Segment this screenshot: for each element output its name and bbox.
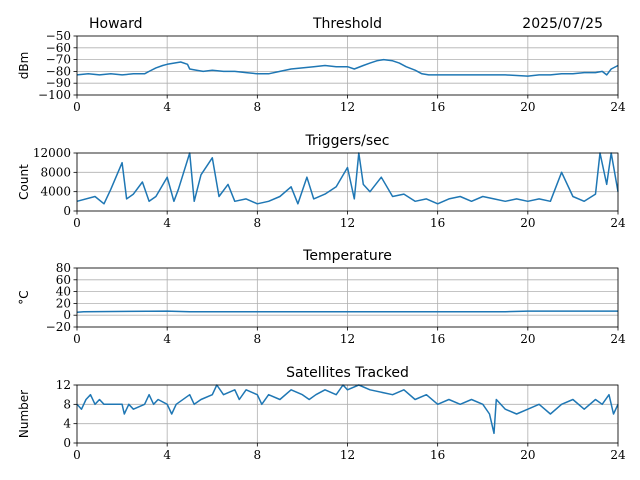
x-tick-label: 16 xyxy=(430,332,445,346)
x-tick-label: 16 xyxy=(430,216,445,230)
y-tick-label: 0 xyxy=(63,436,71,450)
y-tick-label: −60 xyxy=(46,41,71,55)
chart-panel-1: 0 4 8 12 16 20 24 −50−60−70−80−90−100 Threshold d… xyxy=(17,16,626,114)
y-axis-label: °C xyxy=(17,290,31,304)
station-name: Howard xyxy=(89,16,143,32)
report-date: 2025/07/25 xyxy=(522,16,603,32)
y-tick-label: 0 xyxy=(63,204,71,218)
chart-panel-2: 0 4 8 12 16 20 24 0 4000 8000 12000 Triggers/sec Cou… xyxy=(17,133,626,230)
x-tick-label: 24 xyxy=(610,448,626,462)
series-line xyxy=(76,384,619,435)
x-tick-label: 12 xyxy=(340,100,355,114)
x-tick-label: 24 xyxy=(610,332,626,346)
x-tick-label: 12 xyxy=(340,448,355,462)
x-tick-label: 0 xyxy=(73,448,81,462)
chart-panels: 0 4 8 12 16 20 24 −50−60−70−80−90−100 Threshold d… xyxy=(17,16,626,462)
y-tick-label: 80 xyxy=(56,261,71,275)
y-tick-label: −50 xyxy=(46,29,71,43)
x-tick-label: 0 xyxy=(73,332,81,346)
y-tick-label: 20 xyxy=(56,296,71,310)
y-axis-label: dBm xyxy=(17,52,31,80)
y-tick-label: 40 xyxy=(56,285,71,299)
y-tick-label: −70 xyxy=(46,53,71,67)
series-line xyxy=(76,152,619,205)
chart-panel-4: 0 4 8 12 16 20 24 0 4 8 12 Satellites Tracked Number xyxy=(17,365,626,462)
y-tick-label: −80 xyxy=(46,64,71,78)
y-tick-label: 12 xyxy=(56,378,71,392)
y-tick-label: 8000 xyxy=(40,165,71,179)
x-tick-label: 20 xyxy=(520,100,535,114)
x-tick-label: 16 xyxy=(430,100,445,114)
y-tick-label: 8 xyxy=(63,397,71,411)
x-tick-label: 20 xyxy=(520,216,535,230)
y-tick-label: 4000 xyxy=(40,185,71,199)
x-tick-label: 8 xyxy=(254,332,262,346)
chart-title: Threshold xyxy=(312,16,382,32)
x-tick-label: 8 xyxy=(254,448,262,462)
x-tick-label: 4 xyxy=(163,100,171,114)
chart-title: Temperature xyxy=(302,248,392,264)
x-tick-label: 4 xyxy=(163,216,171,230)
chart-title: Triggers/sec xyxy=(305,133,390,149)
y-axis-label: Number xyxy=(17,390,31,438)
y-tick-label: −20 xyxy=(46,320,71,334)
x-tick-label: 12 xyxy=(340,332,355,346)
x-tick-label: 0 xyxy=(73,100,81,114)
chart-title: Satellites Tracked xyxy=(286,365,409,381)
y-tick-label: 0 xyxy=(63,308,71,322)
x-tick-label: 4 xyxy=(163,448,171,462)
series-line xyxy=(76,58,619,77)
y-axis-label: Count xyxy=(17,164,31,200)
x-tick-label: 16 xyxy=(430,448,445,462)
x-tick-label: 4 xyxy=(163,332,171,346)
x-tick-label: 0 xyxy=(73,216,81,230)
y-tick-label: −100 xyxy=(38,88,71,102)
x-tick-label: 8 xyxy=(254,100,262,114)
y-tick-label: 12000 xyxy=(33,146,71,160)
y-tick-label: 4 xyxy=(63,417,71,431)
y-tick-label: −90 xyxy=(46,76,71,90)
x-tick-label: 24 xyxy=(610,216,626,230)
x-tick-label: 20 xyxy=(520,448,535,462)
x-tick-label: 20 xyxy=(520,332,535,346)
series-line xyxy=(76,310,618,314)
x-tick-label: 8 xyxy=(254,216,262,230)
x-tick-label: 24 xyxy=(610,100,626,114)
y-tick-label: 60 xyxy=(56,273,71,287)
x-tick-label: 12 xyxy=(340,216,355,230)
